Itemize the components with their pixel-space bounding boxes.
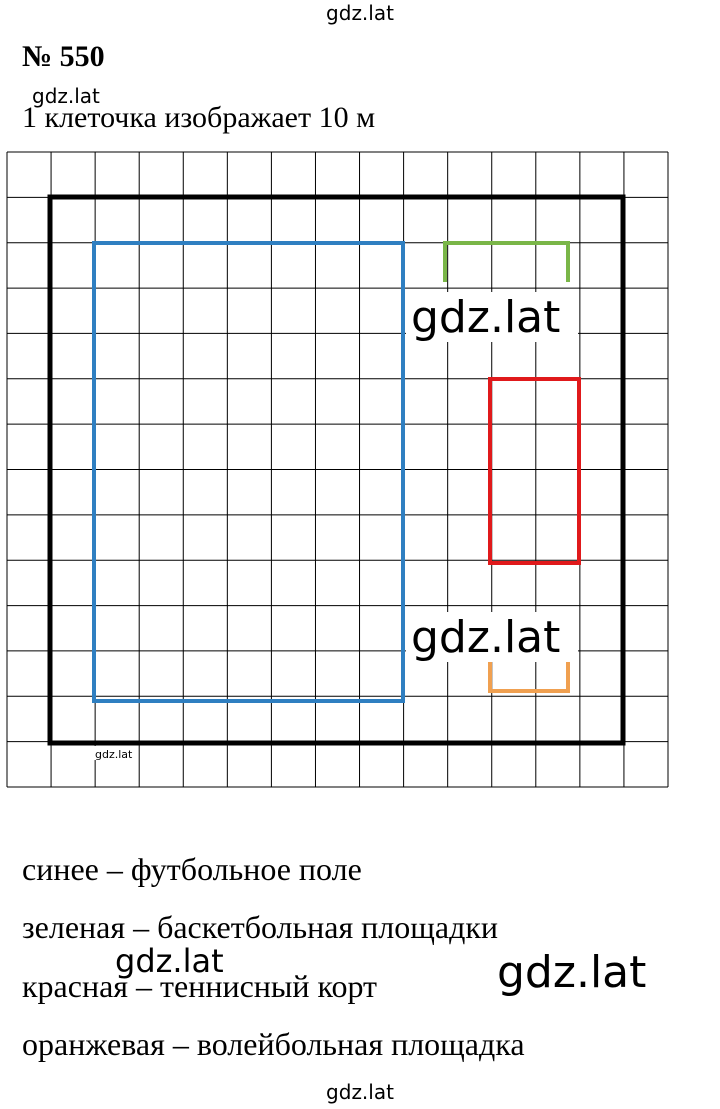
task-note: 1 клеточка изображает 10 м <box>22 101 375 134</box>
task-number: № 550 <box>22 40 105 73</box>
watermark-bg <box>406 292 578 342</box>
watermark: gdz.lat <box>497 947 646 998</box>
watermark: gdz.lat <box>411 612 560 663</box>
watermark-bg <box>112 942 232 976</box>
territory <box>47 194 626 746</box>
watermark-bg <box>406 612 578 662</box>
watermark: gdz.lat <box>95 748 133 761</box>
legend-item: красная – теннисный корт <box>22 968 377 1004</box>
legend-item: оранжевая – волейбольная площадка <box>22 1026 525 1062</box>
watermark: gdz.lat <box>32 84 100 108</box>
tennis-court <box>488 377 581 565</box>
watermark: gdz.lat <box>326 1080 394 1104</box>
volleyball-court <box>488 660 570 693</box>
watermark: gdz.lat <box>411 292 560 343</box>
basketball-court <box>443 241 570 282</box>
watermark: gdz.lat <box>326 1 394 25</box>
football-field <box>92 241 405 703</box>
watermark: gdz.lat <box>115 942 224 980</box>
watermark-bg <box>93 746 133 760</box>
legend-item: синее – футбольное поле <box>22 851 362 887</box>
legend-item: зеленая – баскетбольная площадки <box>22 909 498 945</box>
